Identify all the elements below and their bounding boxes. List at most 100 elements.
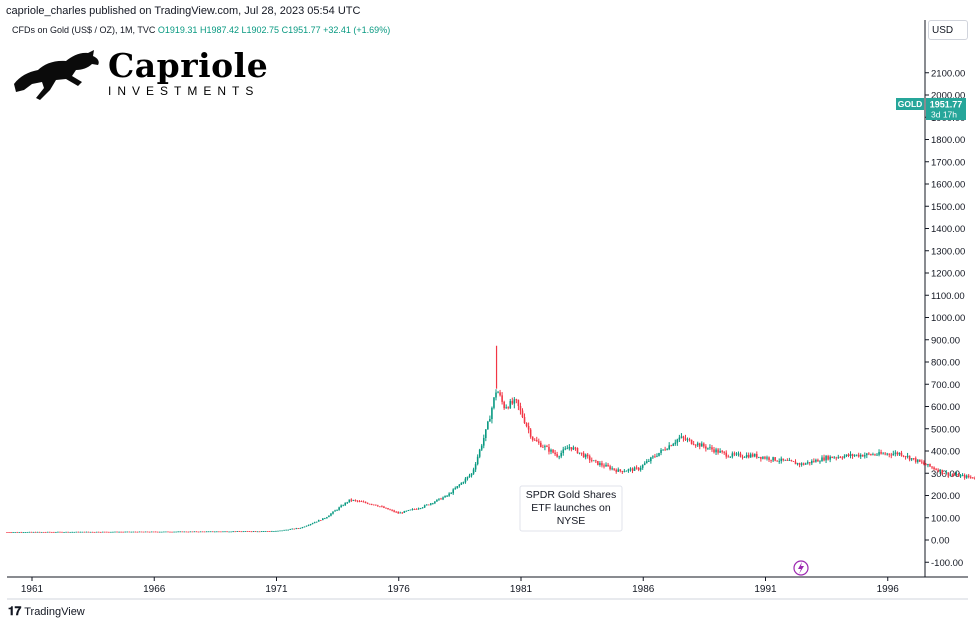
candle-body	[965, 475, 968, 478]
candle-body	[929, 463, 931, 467]
candle-body	[171, 531, 173, 533]
candle-body	[73, 531, 76, 533]
currency-box[interactable]	[928, 20, 968, 40]
candle-body	[383, 506, 385, 508]
candle-body	[350, 499, 353, 501]
candle-body	[872, 454, 874, 456]
candle-body	[747, 454, 750, 458]
x-tick-label: 1966	[143, 584, 166, 595]
candle-body	[817, 459, 819, 462]
candle-body	[71, 531, 73, 533]
candle-body	[238, 531, 241, 532]
y-tick-label: 1500.00	[931, 202, 965, 213]
candle-body	[370, 504, 373, 505]
candle-body	[130, 531, 133, 533]
candle-body	[931, 466, 933, 468]
y-tick-label: 1200.00	[931, 269, 965, 280]
candle-body	[154, 531, 157, 533]
candle-body	[167, 531, 169, 533]
y-tick-label: 100.00	[931, 513, 960, 524]
candle-body	[385, 507, 387, 509]
x-tick-label: 1986	[632, 584, 655, 595]
candle-body	[792, 461, 795, 462]
candle-body	[631, 468, 634, 471]
candle-body	[707, 447, 709, 449]
candle-body	[458, 484, 461, 487]
candle-body	[93, 531, 96, 533]
candle-body	[572, 447, 575, 450]
candle-body	[588, 456, 591, 461]
candle-body	[904, 456, 907, 458]
candle-body	[537, 441, 540, 443]
candle-body	[30, 531, 33, 533]
candle-body	[542, 446, 544, 448]
logo-subtitle: INVESTMENTS	[108, 84, 260, 98]
candle-body	[607, 464, 609, 467]
candle-body	[440, 498, 442, 500]
candle-body	[971, 477, 974, 479]
currency-label[interactable]: USD	[932, 25, 954, 36]
candle-body	[550, 449, 552, 452]
candle-body	[108, 531, 110, 533]
candle-body	[866, 453, 868, 456]
candle-body	[482, 437, 485, 446]
candle-body	[890, 454, 893, 456]
logo-name: Capriole	[108, 46, 269, 85]
horse-logo-icon	[14, 50, 99, 100]
candle-body	[101, 531, 104, 533]
candle-body	[374, 504, 377, 506]
candle-body	[332, 511, 334, 514]
candle-body	[18, 532, 21, 533]
candle-body	[823, 457, 825, 461]
candle-body	[700, 443, 703, 447]
candle-body	[336, 509, 338, 511]
y-tick-label: 800.00	[931, 358, 960, 369]
candle-body	[61, 531, 63, 533]
candle-body	[364, 501, 367, 503]
candle-body	[623, 471, 626, 473]
candle-body	[923, 462, 925, 465]
candle-body	[128, 531, 131, 533]
candle-body	[26, 532, 29, 533]
annotation-line: NYSE	[557, 515, 586, 527]
candle-body	[254, 531, 257, 533]
annotation-line: ETF launches on	[531, 502, 611, 514]
candle-body	[77, 531, 80, 533]
candle-body	[358, 501, 361, 503]
candle-body	[6, 532, 8, 533]
candle-body	[322, 518, 324, 521]
candle-body	[91, 531, 94, 533]
candle-body	[148, 531, 151, 533]
candle-body	[407, 510, 410, 511]
y-tick-label: 1800.00	[931, 135, 965, 146]
candle-body	[896, 452, 899, 455]
candle-body	[118, 531, 120, 533]
candle-body	[650, 457, 652, 462]
low-value: L1902.75	[241, 25, 280, 35]
candle-body	[916, 459, 919, 462]
candle-body	[452, 489, 455, 494]
candle-body	[566, 448, 569, 450]
candle-body	[533, 439, 536, 441]
candle-body	[937, 469, 939, 472]
ticker-tag-label: GOLD	[898, 99, 923, 109]
candle-body	[643, 463, 646, 465]
candle-body	[552, 449, 554, 453]
candle-body	[656, 455, 658, 457]
candle-body	[861, 454, 864, 457]
candle-body	[352, 500, 355, 501]
candle-body	[546, 446, 548, 448]
candle-body	[218, 531, 220, 533]
candle-body	[719, 451, 721, 453]
candle-body	[790, 460, 793, 462]
candle-body	[493, 397, 495, 408]
candle-body	[179, 531, 181, 533]
candle-body	[177, 531, 179, 533]
candle-body	[584, 454, 587, 458]
candle-body	[688, 439, 691, 441]
y-tick-label: 500.00	[931, 424, 960, 435]
candle-body	[802, 463, 805, 465]
candle-body	[152, 531, 155, 533]
candle-body	[721, 451, 723, 452]
